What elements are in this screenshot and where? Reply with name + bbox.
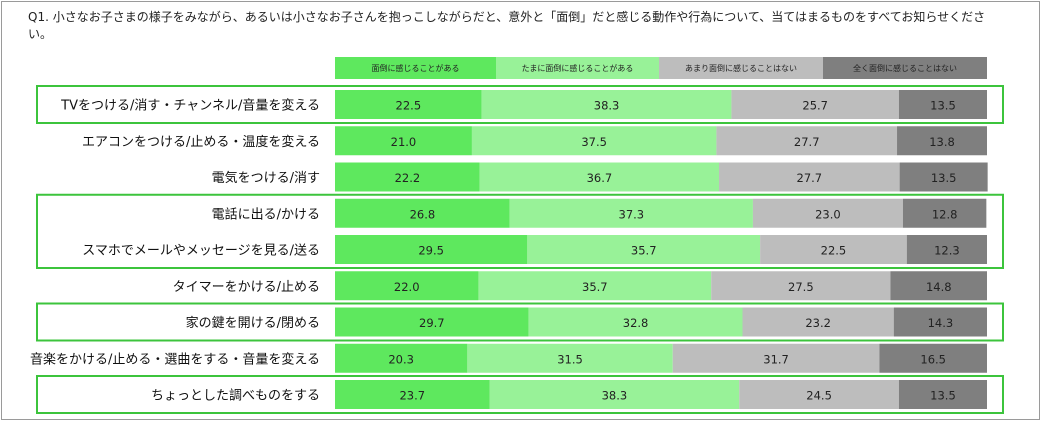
value-label-row9-series2: 38.3 — [602, 389, 628, 403]
bar-row2-series3 — [716, 126, 898, 156]
value-label-row7-series1: 29.7 — [419, 316, 445, 330]
bar-row6-series4 — [890, 271, 987, 301]
bar-row7-series3 — [742, 307, 894, 337]
bar-row5-series2 — [527, 235, 761, 264]
bar-row4-series3 — [752, 198, 903, 228]
row-label-8: 音楽をかける/止める・選曲をする・音量を変える — [30, 351, 320, 367]
bar-row3-series3 — [719, 162, 900, 192]
highlight-frame-3 — [36, 302, 1004, 342]
value-label-row7-series4: 14.3 — [928, 316, 954, 330]
bar-row3-series4 — [899, 162, 988, 192]
value-label-row2-series2: 37.5 — [581, 135, 607, 149]
question-text: Q1. 小さなお子さまの様子をみながら、あるいは小さなお子さんを抱っこしながらだ… — [28, 10, 986, 41]
row-label-5: スマホでメールやメッセージを見る/送る — [82, 244, 320, 259]
bar-row6-series1 — [335, 271, 479, 301]
value-label-row9-series1: 23.7 — [399, 389, 425, 403]
bar-row8-series1 — [335, 343, 468, 373]
bar-row4-series1 — [335, 198, 510, 228]
row-label-9: ちょっとした調べものをする — [151, 389, 320, 404]
value-label-row6-series1: 22.0 — [394, 280, 420, 294]
value-label-row6-series3: 27.5 — [788, 280, 814, 294]
value-label-row3-series2: 36.7 — [587, 171, 613, 185]
row-label-4: 電話に出る/かける — [212, 206, 320, 222]
value-label-row5-series2: 35.7 — [631, 244, 657, 258]
value-label-row8-series2: 31.5 — [557, 352, 583, 366]
value-label-row1-series4: 13.5 — [930, 99, 956, 113]
value-label-row4-series4: 12.8 — [932, 207, 958, 221]
value-label-row1-series3: 25.7 — [802, 99, 828, 113]
value-label-row8-series3: 31.7 — [763, 352, 789, 366]
bar-row4-series2 — [509, 198, 753, 228]
bar-row9-series3 — [739, 380, 899, 409]
bar-row8-series4 — [879, 343, 987, 373]
value-label-row7-series2: 32.8 — [623, 316, 649, 330]
legend-item-series-2: たまに面倒に感じることがある — [496, 57, 659, 79]
bar-row7-series1 — [335, 307, 529, 337]
value-label-row8-series4: 16.5 — [920, 352, 946, 366]
bar-row7-series2 — [528, 307, 743, 337]
bar-row5-series3 — [760, 235, 907, 264]
bar-row1-series3 — [731, 90, 899, 119]
legend-item-series-1: 面倒に感じることがある — [335, 57, 496, 79]
bar-row8-series3 — [672, 343, 880, 373]
bar-row6-series3 — [711, 271, 891, 301]
value-label-row2-series1: 21.0 — [391, 135, 417, 149]
bar-row5-series4 — [906, 235, 987, 264]
bar-row7-series4 — [893, 307, 987, 337]
row-label-7: 家の鍵を開ける/閉める — [186, 315, 320, 331]
bar-row9-series2 — [489, 380, 740, 409]
value-label-row4-series3: 23.0 — [815, 207, 841, 221]
row-label-1: TVをつける/消す・チャンネル/音量を変える — [60, 98, 320, 114]
value-label-row1-series1: 22.5 — [396, 99, 422, 113]
bar-row2-series1 — [335, 126, 472, 156]
value-label-row6-series2: 35.7 — [582, 280, 608, 294]
value-label-row7-series3: 23.2 — [805, 316, 831, 330]
value-label-row2-series4: 13.8 — [929, 135, 955, 149]
legend-item-series-3: あまり面倒に感じることはない — [659, 57, 823, 79]
value-label-row3-series1: 22.2 — [395, 171, 421, 185]
value-label-row3-series3: 27.7 — [797, 171, 823, 185]
bar-row9-series1 — [335, 380, 490, 409]
bar-row2-series4 — [897, 126, 987, 156]
value-label-row4-series2: 37.3 — [619, 207, 645, 221]
highlight-frame-4 — [36, 375, 1004, 414]
value-label-row5-series1: 29.5 — [418, 244, 444, 258]
value-label-row9-series4: 13.5 — [930, 389, 956, 403]
value-label-row8-series1: 20.3 — [388, 352, 414, 366]
value-label-row5-series3: 22.5 — [821, 244, 847, 258]
bar-row9-series4 — [898, 380, 987, 409]
bar-row5-series1 — [335, 235, 528, 264]
bar-row4-series4 — [902, 198, 987, 228]
bar-row3-series1 — [335, 162, 480, 192]
bar-row1-series1 — [335, 90, 482, 119]
highlight-frame-1 — [36, 85, 1004, 124]
legend-item-series-4: 全く面倒に感じることはない — [823, 57, 987, 79]
value-label-row1-series2: 38.3 — [594, 99, 620, 113]
bar-row8-series2 — [467, 343, 673, 373]
bar-row3-series2 — [479, 162, 720, 192]
row-label-3: 電気をつける/消す — [212, 170, 320, 186]
bar-row6-series2 — [478, 271, 712, 301]
row-label-6: タイマーをかける/止める — [173, 280, 320, 295]
value-label-row9-series3: 24.5 — [806, 389, 832, 403]
value-label-row3-series4: 13.5 — [931, 171, 957, 185]
bar-row1-series4 — [898, 90, 987, 119]
bar-row2-series2 — [471, 126, 717, 156]
highlight-frame-2 — [36, 193, 1004, 269]
legend: 面倒に感じることがある たまに面倒に感じることがある あまり面倒に感じることはな… — [335, 57, 987, 79]
value-label-row4-series1: 26.8 — [410, 207, 436, 221]
row-label-2: エアコンをつける/止める・温度を変える — [82, 134, 320, 150]
value-label-row2-series3: 27.7 — [794, 135, 820, 149]
value-label-row5-series4: 12.3 — [934, 244, 960, 258]
bar-row1-series2 — [481, 90, 732, 119]
value-label-row6-series4: 14.8 — [926, 280, 952, 294]
